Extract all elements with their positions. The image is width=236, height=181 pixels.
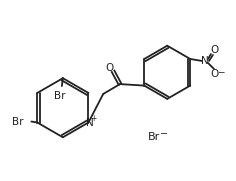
Text: −: −	[217, 67, 224, 76]
Text: N: N	[86, 119, 93, 129]
Text: Br: Br	[54, 91, 66, 101]
Text: −: −	[160, 129, 168, 139]
Text: N: N	[201, 56, 209, 66]
Text: O: O	[105, 63, 113, 73]
Text: O: O	[211, 45, 219, 55]
Text: +: +	[90, 114, 97, 123]
Text: Br: Br	[148, 132, 160, 142]
Text: Br: Br	[12, 117, 24, 127]
Text: O: O	[211, 69, 219, 79]
